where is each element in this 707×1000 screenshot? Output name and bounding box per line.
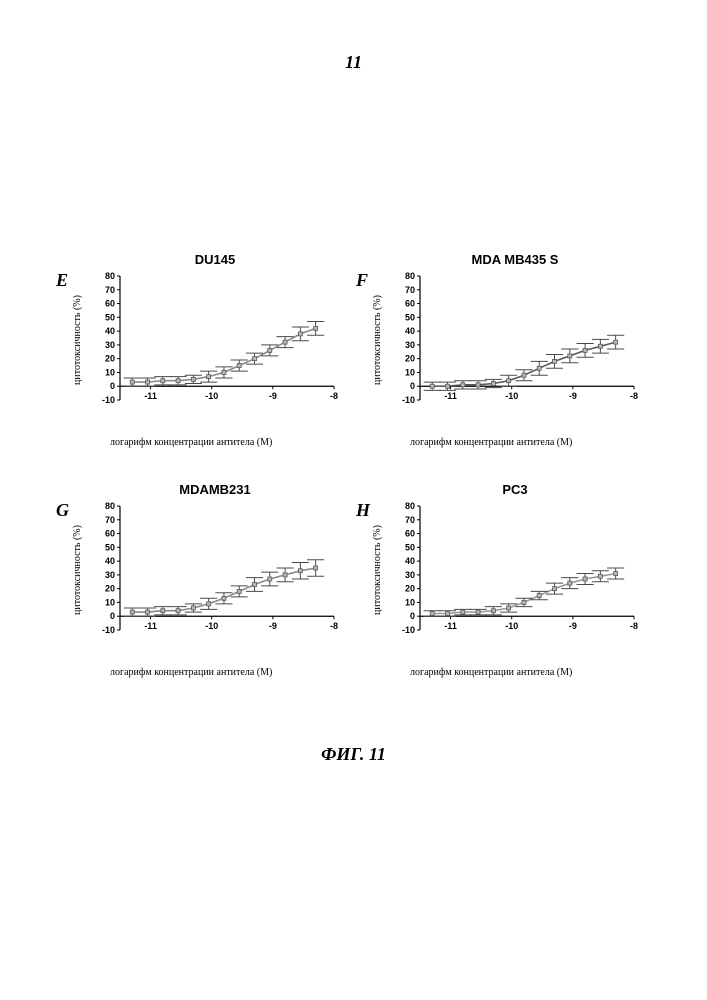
svg-text:60: 60 — [105, 529, 115, 539]
svg-text:10: 10 — [105, 367, 115, 377]
svg-text:-11: -11 — [444, 621, 457, 631]
x-axis-label: логарифм концентрации антитела (M) — [410, 667, 572, 678]
svg-text:-10: -10 — [102, 625, 115, 635]
panel-title: DU145 — [90, 252, 340, 267]
svg-text:-9: -9 — [269, 621, 277, 631]
svg-text:70: 70 — [105, 515, 115, 525]
svg-text:-10: -10 — [205, 391, 218, 401]
figure-caption: ФИГ. 11 — [0, 744, 707, 765]
svg-text:60: 60 — [105, 299, 115, 309]
panel-letter: G — [56, 500, 69, 521]
svg-text:-8: -8 — [630, 391, 638, 401]
panel-letter: F — [356, 270, 368, 291]
svg-text:-10: -10 — [205, 621, 218, 631]
svg-text:60: 60 — [405, 299, 415, 309]
svg-text:-9: -9 — [269, 391, 277, 401]
svg-text:70: 70 — [405, 285, 415, 295]
svg-text:60: 60 — [405, 529, 415, 539]
panel-letter: E — [56, 270, 68, 291]
svg-text:-10: -10 — [102, 395, 115, 405]
svg-text:30: 30 — [405, 570, 415, 580]
svg-text:40: 40 — [405, 556, 415, 566]
chart-svg: -10 0 10 20 30 40 50 60 70 80 -11 -10 -9 -8 — [390, 270, 640, 420]
svg-text:20: 20 — [105, 354, 115, 364]
svg-text:10: 10 — [105, 597, 115, 607]
chart-panel: HPC3цитотоксичность (%)логарифм концентр… — [390, 500, 640, 650]
svg-text:30: 30 — [105, 570, 115, 580]
svg-text:0: 0 — [110, 381, 115, 391]
svg-text:20: 20 — [105, 584, 115, 594]
chart-panel: EDU145цитотоксичность (%)логарифм концен… — [90, 270, 340, 420]
y-axis-label: цитотоксичность (%) — [372, 280, 383, 400]
svg-text:20: 20 — [405, 354, 415, 364]
svg-text:-9: -9 — [569, 391, 577, 401]
svg-text:-8: -8 — [630, 621, 638, 631]
svg-text:70: 70 — [105, 285, 115, 295]
x-axis-label: логарифм концентрации антитела (M) — [110, 667, 272, 678]
svg-text:-10: -10 — [402, 625, 415, 635]
panel-title: MDA MB435 S — [390, 252, 640, 267]
chart-panel: FMDA MB435 Sцитотоксичность (%)логарифм … — [390, 270, 640, 420]
chart-svg: -10 0 10 20 30 40 50 60 70 80 -11 -10 -9 -8 — [90, 500, 340, 650]
x-axis-label: логарифм концентрации антитела (M) — [110, 437, 272, 448]
svg-text:-10: -10 — [505, 621, 518, 631]
y-axis-label: цитотоксичность (%) — [72, 510, 83, 630]
y-axis-label: цитотоксичность (%) — [372, 510, 383, 630]
svg-text:-11: -11 — [144, 391, 157, 401]
svg-text:-9: -9 — [569, 621, 577, 631]
svg-text:-11: -11 — [144, 621, 157, 631]
panel-title: PC3 — [390, 482, 640, 497]
svg-text:80: 80 — [405, 501, 415, 511]
svg-text:30: 30 — [105, 340, 115, 350]
svg-text:50: 50 — [405, 312, 415, 322]
chart-panel: GMDAMB231цитотоксичность (%)логарифм кон… — [90, 500, 340, 650]
page: 11 EDU145цитотоксичность (%)логарифм кон… — [0, 0, 707, 1000]
svg-text:70: 70 — [405, 515, 415, 525]
svg-text:-10: -10 — [505, 391, 518, 401]
svg-text:-11: -11 — [444, 391, 457, 401]
svg-text:20: 20 — [405, 584, 415, 594]
svg-text:0: 0 — [410, 611, 415, 621]
y-axis-label: цитотоксичность (%) — [72, 280, 83, 400]
svg-text:50: 50 — [105, 312, 115, 322]
svg-text:0: 0 — [110, 611, 115, 621]
chart-svg: -10 0 10 20 30 40 50 60 70 80 -11 -10 -9 -8 — [90, 270, 340, 420]
svg-text:80: 80 — [105, 501, 115, 511]
x-axis-label: логарифм концентрации антитела (M) — [410, 437, 572, 448]
svg-text:10: 10 — [405, 367, 415, 377]
svg-text:80: 80 — [105, 271, 115, 281]
svg-text:-8: -8 — [330, 391, 338, 401]
chart-grid: EDU145цитотоксичность (%)логарифм концен… — [90, 270, 650, 650]
svg-text:50: 50 — [105, 542, 115, 552]
svg-text:10: 10 — [405, 597, 415, 607]
svg-text:80: 80 — [405, 271, 415, 281]
svg-text:-8: -8 — [330, 621, 338, 631]
svg-text:40: 40 — [405, 326, 415, 336]
chart-svg: -10 0 10 20 30 40 50 60 70 80 -11 -10 -9 -8 — [390, 500, 640, 650]
svg-text:40: 40 — [105, 326, 115, 336]
page-number: 11 — [0, 52, 707, 73]
panel-title: MDAMB231 — [90, 482, 340, 497]
svg-text:-10: -10 — [402, 395, 415, 405]
svg-text:0: 0 — [410, 381, 415, 391]
svg-text:30: 30 — [405, 340, 415, 350]
svg-text:50: 50 — [405, 542, 415, 552]
svg-text:40: 40 — [105, 556, 115, 566]
panel-letter: H — [356, 500, 370, 521]
